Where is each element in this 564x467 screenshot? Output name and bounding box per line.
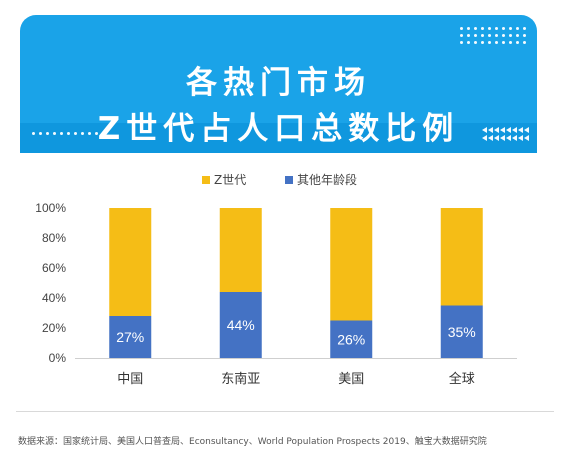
y-tick-label: 60% <box>42 261 66 275</box>
decor-dot <box>509 34 512 37</box>
decor-dot <box>502 34 505 37</box>
decor-arrow <box>500 135 505 141</box>
decor-arrow <box>518 135 523 141</box>
legend-label-genz: Z世代 <box>214 173 247 187</box>
decor-dot <box>523 34 526 37</box>
decor-arrow <box>482 135 487 141</box>
decor-dot <box>460 27 463 30</box>
decor-arrow <box>488 135 493 141</box>
stacked-bar-chart: 0% 20% 40% 60% 80% 100% 27% 中国 44% 东南亚 26% 美国 35% 全球 <box>35 201 517 387</box>
decor-dot <box>488 27 491 30</box>
y-tick-label: 20% <box>42 321 66 335</box>
decor-dot <box>488 41 491 44</box>
decor-dot <box>523 41 526 44</box>
decor-dot <box>53 132 56 135</box>
decor-dot <box>67 132 70 135</box>
decor-arrow <box>512 127 517 133</box>
decor-arrow <box>482 127 487 133</box>
footer-divider <box>16 411 554 412</box>
decor-dot <box>502 27 505 30</box>
bar-gen-z <box>109 208 152 316</box>
decor-dot <box>481 27 484 30</box>
bar-gen-z <box>330 208 373 321</box>
decor-dot <box>495 27 498 30</box>
bar-other-age-groups <box>219 292 262 358</box>
decor-dot <box>467 34 470 37</box>
decor-arrow <box>512 135 517 141</box>
decor-arrow <box>488 127 493 133</box>
decor-dot <box>502 41 505 44</box>
decor-arrow <box>506 135 511 141</box>
decor-dot <box>516 27 519 30</box>
x-category-label: 美国 <box>338 372 364 387</box>
decor-dot <box>95 132 98 135</box>
decor-dot <box>509 27 512 30</box>
decor-arrow <box>524 127 529 133</box>
decor-dot <box>74 132 77 135</box>
decor-dot <box>467 41 470 44</box>
bar-other-age-groups <box>109 316 152 358</box>
decor-dot <box>60 132 63 135</box>
decor-dot <box>102 132 105 135</box>
decor-dot <box>460 41 463 44</box>
decor-arrow <box>494 127 499 133</box>
decor-dot <box>46 132 49 135</box>
decor-dot <box>474 41 477 44</box>
decor-arrow <box>500 127 505 133</box>
decor-dot <box>81 132 84 135</box>
y-tick-label: 0% <box>49 351 67 365</box>
bar-data-label: 26% <box>337 331 365 347</box>
y-tick-label: 100% <box>35 201 66 215</box>
chart-legend: Z世代 其他年龄段 <box>0 172 564 188</box>
bar-gen-z <box>219 208 262 292</box>
title-line-1: 各热门市场 <box>186 65 371 101</box>
decor-dot <box>495 41 498 44</box>
title-line-2: Z世代占人口总数比例 <box>97 111 460 147</box>
decor-dot <box>495 34 498 37</box>
bar-data-label: 35% <box>448 324 476 340</box>
x-category-label: 全球 <box>449 371 475 387</box>
decor-dot <box>481 41 484 44</box>
decor-dot <box>509 41 512 44</box>
bar-data-label: 27% <box>116 329 144 345</box>
bar-other-age-groups <box>440 305 483 358</box>
decor-dot <box>474 27 477 30</box>
decor-dot <box>39 132 42 135</box>
legend-swatch-other <box>285 176 293 184</box>
decor-dot <box>460 34 463 37</box>
bar-gen-z <box>440 208 483 306</box>
legend-swatch-genz <box>202 176 210 184</box>
decor-arrow <box>524 135 529 141</box>
title-banner: 各热门市场 Z世代占人口总数比例 <box>20 15 537 153</box>
x-category-label: 中国 <box>117 372 143 387</box>
decor-dot <box>474 34 477 37</box>
decor-dot <box>488 34 491 37</box>
decor-dot <box>32 132 35 135</box>
decor-dot <box>516 34 519 37</box>
decor-dot <box>88 132 91 135</box>
decor-dot <box>467 27 470 30</box>
bar-other-age-groups <box>330 320 373 358</box>
x-category-label: 东南亚 <box>221 371 260 387</box>
bar-data-label: 44% <box>227 317 255 333</box>
decor-arrow <box>494 135 499 141</box>
y-tick-label: 80% <box>42 231 66 245</box>
decor-dot <box>516 41 519 44</box>
legend-label-other: 其他年龄段 <box>297 173 358 187</box>
decor-arrow <box>518 127 523 133</box>
decor-dot <box>481 34 484 37</box>
decor-arrow <box>506 127 511 133</box>
decor-dot <box>523 27 526 30</box>
data-source-note: 数据来源：国家统计局、美国人口普查局、Econsultancy、World Po… <box>18 437 487 447</box>
y-tick-label: 40% <box>42 291 66 305</box>
banner-stripe <box>20 123 537 153</box>
